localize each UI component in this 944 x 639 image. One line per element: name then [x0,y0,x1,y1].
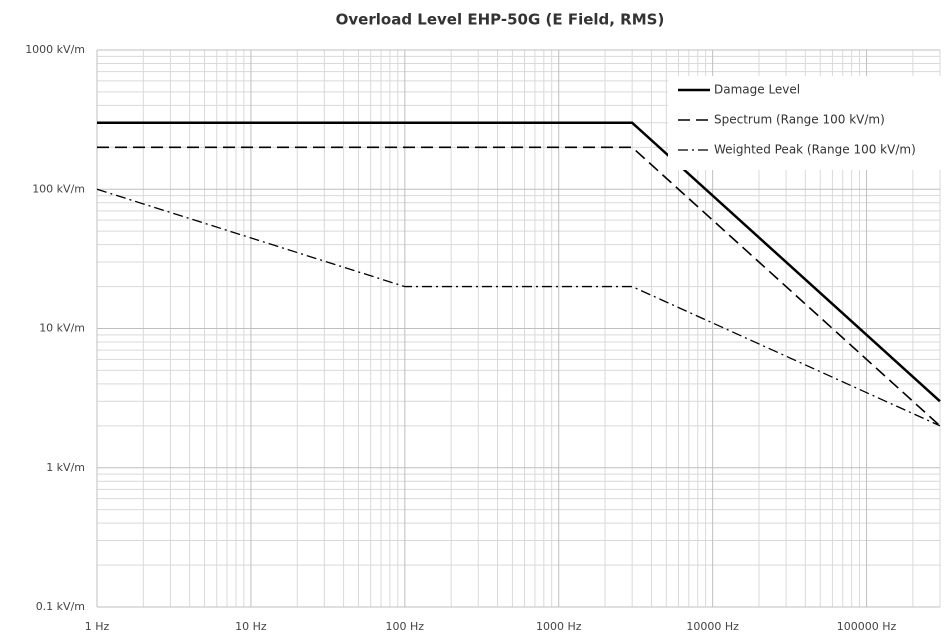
legend: Damage Level Spectrum (Range 100 kV/m) Wei… [668,76,944,170]
series-line [97,121,941,403]
y-tick-label: 1 kV/m [46,461,85,474]
y-tick-label: 10 kV/m [39,322,85,335]
legend-label: Spectrum (Range 100 kV/m) [714,113,885,127]
x-tick-label: 100 Hz [386,620,425,633]
series-line [97,146,941,427]
x-tick-label: 1000 Hz [536,620,582,633]
chart-title: Overload Level EHP-50G (E Field, RMS) [336,11,665,29]
y-tick-label: 0.1 kV/m [36,600,85,613]
legend-label: Weighted Peak (Range 100 kV/m) [714,143,916,157]
x-tick-label: 10000 Hz [686,620,739,633]
x-tick-label: 100000 Hz [837,620,897,633]
legend-box [668,76,944,170]
x-tick-label: 1 Hz [85,620,110,633]
x-tick-label: 10 Hz [235,620,267,633]
series-line [96,188,941,427]
legend-label: Damage Level [714,83,800,97]
y-tick-label: 1000 kV/m [25,43,85,56]
y-tick-label: 100 kV/m [32,182,85,195]
